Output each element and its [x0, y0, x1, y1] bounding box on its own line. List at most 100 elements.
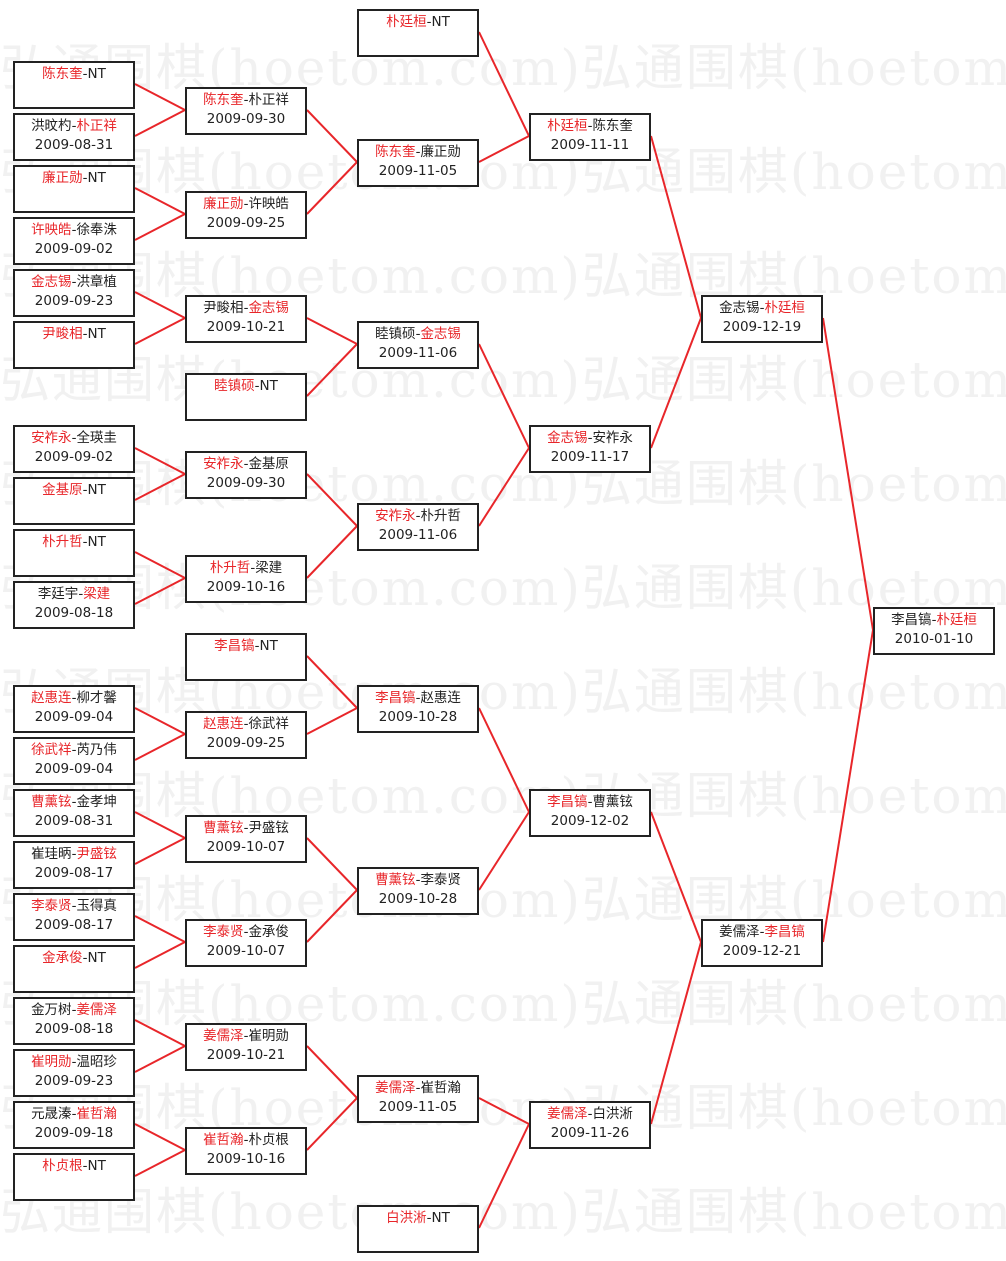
bracket-connector [306, 343, 358, 397]
match-players: 朴升哲-梁建 [187, 559, 305, 578]
separator: - [415, 690, 421, 706]
player-2: 徐奉洙 [76, 222, 117, 238]
match-box: 洪旼杓-朴正祥 2009-08-31 [13, 113, 135, 161]
separator: - [243, 716, 249, 732]
bracket-connector [306, 707, 358, 735]
bracket-connector [306, 655, 358, 709]
bracket-connector [478, 1123, 530, 1229]
match-date: 2009-09-23 [34, 293, 114, 309]
player-2: 温昭珍 [76, 1054, 117, 1070]
player-1: 陈东奎 [203, 92, 244, 108]
match-players: 朴升哲-NT [15, 533, 133, 552]
player-2: 芮乃伟 [76, 742, 117, 758]
player-1: 姜儒泽 [719, 924, 760, 940]
separator: - [426, 1210, 432, 1226]
separator: - [82, 534, 88, 550]
player-2: 朴正祥 [248, 92, 289, 108]
match-box: 安祚永-朴升哲 2009-11-06 [357, 503, 479, 551]
bracket-connector [822, 629, 874, 943]
separator: - [71, 794, 77, 810]
match-box: 许映皓-徐奉洙 2009-09-02 [13, 217, 135, 265]
match-players: 金志锡-洪章植 [15, 273, 133, 292]
separator: - [71, 430, 77, 446]
separator: - [71, 742, 77, 758]
bracket-connector [134, 447, 186, 475]
match-box: 白洪淅-NT [357, 1205, 479, 1253]
player-2: 朴廷桓 [764, 300, 805, 316]
separator: - [759, 300, 765, 316]
separator: - [71, 1106, 77, 1122]
separator: - [71, 1054, 77, 1070]
player-2: 姜儒泽 [76, 1002, 117, 1018]
match-date: 2009-08-18 [34, 1021, 114, 1037]
match-players: 尹畯相-金志锡 [187, 299, 305, 318]
bracket-connector [306, 525, 358, 579]
player-1: 尹畯相 [203, 300, 244, 316]
match-players: 陈东奎-NT [15, 65, 133, 84]
player-1: 姜儒泽 [203, 1028, 244, 1044]
bracket-connector [134, 837, 186, 865]
match-date: 2009-09-02 [34, 449, 114, 465]
bracket-connector [478, 1097, 530, 1125]
separator: - [82, 170, 88, 186]
bracket-connector [134, 811, 186, 839]
separator: - [82, 482, 88, 498]
player-1: 曹薰铉 [375, 872, 416, 888]
player-1: 金志锡 [719, 300, 760, 316]
match-players: 崔哲瀚-朴贞根 [187, 1131, 305, 1150]
player-1: 李泰贤 [31, 898, 72, 914]
match-players: 金志锡-安祚永 [531, 429, 649, 448]
bracket-connector [478, 707, 530, 813]
separator: - [71, 118, 77, 134]
separator: - [71, 274, 77, 290]
match-date: 2009-09-30 [206, 111, 286, 127]
match-box: 曹薰铉-金孝坤 2009-08-31 [13, 789, 135, 837]
bracket-connector [478, 31, 530, 137]
match-box: 安祚永-金基原 2009-09-30 [185, 451, 307, 499]
match-box: 陈东奎-朴正祥 2009-09-30 [185, 87, 307, 135]
separator: - [82, 66, 88, 82]
match-box: 姜儒泽-李昌镐 2009-12-21 [701, 919, 823, 967]
match-box: 徐武祥-芮乃伟 2009-09-04 [13, 737, 135, 785]
match-date: 2009-09-02 [34, 241, 114, 257]
bracket-connector [306, 109, 358, 163]
match-players: 李廷宇-梁建 [15, 585, 133, 604]
separator: - [78, 586, 84, 602]
player-1: 许映皓 [31, 222, 72, 238]
bracket-connector [306, 473, 358, 527]
match-players: 姜儒泽-崔明勋 [187, 1027, 305, 1046]
player-2: 崔哲瀚 [76, 1106, 117, 1122]
match-box: 姜儒泽-白洪淅 2009-11-26 [529, 1101, 651, 1149]
bracket-connector [478, 811, 530, 891]
match-box: 朴升哲-梁建 2009-10-16 [185, 555, 307, 603]
player-2: 朴廷桓 [936, 612, 977, 628]
separator: - [931, 612, 937, 628]
player-2: 廉正勋 [420, 144, 461, 160]
separator: - [415, 872, 421, 888]
match-players: 李昌镐-NT [187, 637, 305, 656]
match-players: 廉正勋-NT [15, 169, 133, 188]
bracket-connector [134, 577, 186, 605]
match-box: 睦镇硕-金志锡 2009-11-06 [357, 321, 479, 369]
player-1: 姜儒泽 [547, 1106, 588, 1122]
match-box: 李昌镐-朴廷桓 2010-01-10 [873, 607, 995, 655]
player-2: NT [259, 638, 278, 654]
match-box: 李昌镐-NT [185, 633, 307, 681]
player-1: 睦镇硕 [214, 378, 255, 394]
match-box: 金承俊-NT [13, 945, 135, 993]
bracket-connector [134, 1019, 186, 1047]
player-1: 陈东奎 [375, 144, 416, 160]
player-2: 金志锡 [420, 326, 461, 342]
separator: - [243, 820, 249, 836]
bracket-connector [478, 135, 530, 163]
separator: - [71, 222, 77, 238]
match-date: 2009-09-30 [206, 475, 286, 491]
separator: - [243, 300, 249, 316]
match-players: 朴贞根-NT [15, 1157, 133, 1176]
separator: - [71, 846, 77, 862]
match-players: 崔明勋-温昭珍 [15, 1053, 133, 1072]
match-box: 金志锡-洪章植 2009-09-23 [13, 269, 135, 317]
match-date: 2009-09-25 [206, 735, 286, 751]
match-players: 安祚永-全瑛圭 [15, 429, 133, 448]
